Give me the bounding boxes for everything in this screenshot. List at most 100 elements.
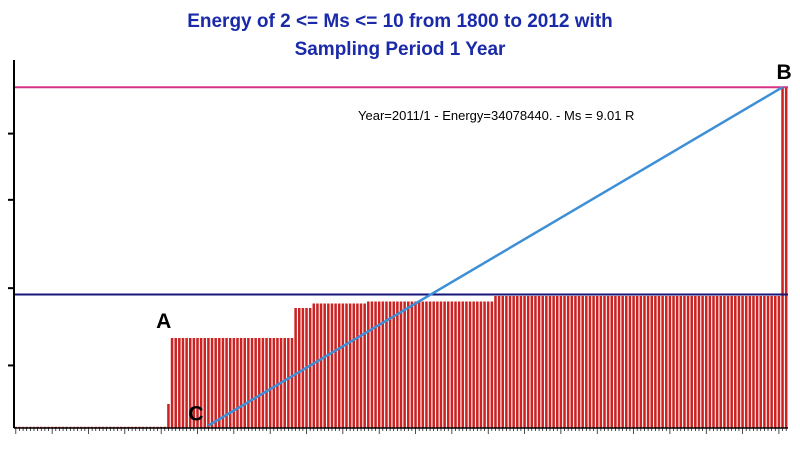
chart-title-line1: Energy of 2 <= Ms <= 10 from 1800 to 201… (187, 11, 613, 32)
bar-1915 (432, 301, 435, 428)
bar-1871 (272, 338, 276, 428)
bar-1976 (654, 296, 657, 428)
bar-1972 (639, 296, 643, 428)
labeled-points: A B C (156, 61, 792, 425)
bar-1912 (421, 301, 425, 428)
bar-1931 (490, 301, 494, 428)
bar-2001 (744, 296, 748, 428)
bar-1877 (294, 308, 297, 428)
bar-1899 (374, 301, 377, 428)
bar-1874 (283, 338, 286, 428)
bar-1964 (610, 296, 614, 428)
bar-1862 (239, 338, 243, 428)
bar-2009 (774, 296, 777, 428)
bar-2000 (741, 296, 744, 428)
bar-1851 (199, 338, 203, 428)
bar-1945 (541, 296, 544, 428)
bar-1967 (621, 296, 624, 428)
bar-1907 (403, 301, 406, 428)
bar-1845 (178, 338, 181, 428)
axes (8, 60, 788, 434)
bar-1920 (450, 301, 454, 428)
bar-1863 (243, 338, 247, 428)
bar-1951 (563, 296, 566, 428)
bar-1919 (446, 301, 450, 428)
bar-1916 (436, 301, 439, 428)
point-label-a: A (156, 310, 171, 333)
bar-1943 (534, 296, 537, 428)
bar-1854 (210, 338, 214, 428)
bar-1996 (726, 296, 730, 428)
bar-1989 (701, 296, 704, 428)
bar-1988 (697, 296, 701, 428)
bar-1986 (690, 296, 693, 428)
bar-1960 (595, 296, 599, 428)
bar-1965 (614, 296, 617, 428)
bar-1858 (225, 338, 228, 428)
reference-lines (14, 86, 788, 427)
bar-1973 (643, 296, 646, 428)
chart-annotation: Year=2011/1 - Energy=34078440. - Ms = 9.… (358, 108, 634, 123)
bar-1866 (254, 338, 257, 428)
bar-1900 (377, 301, 381, 428)
bar-1889 (337, 303, 341, 428)
bar-1950 (559, 296, 563, 428)
bar-1966 (617, 296, 621, 428)
bar-1864 (247, 338, 250, 428)
bar-1913 (425, 301, 428, 428)
bar-1918 (443, 301, 446, 428)
bar-1857 (221, 338, 225, 428)
bar-1842 (167, 404, 170, 428)
bar-1997 (730, 296, 733, 428)
chart-title-line2: Sampling Period 1 Year (295, 39, 506, 60)
bar-1872 (276, 338, 279, 428)
bar-1843 (170, 338, 174, 428)
bar-1970 (632, 296, 635, 428)
bar-1902 (385, 301, 388, 428)
bar-1922 (457, 301, 461, 428)
bar-1941 (526, 296, 530, 428)
bar-1894 (356, 303, 359, 428)
bar-1849 (192, 338, 196, 428)
bar-1979 (665, 296, 668, 428)
bar-1896 (363, 303, 366, 428)
bar-1855 (214, 338, 217, 428)
bar-1949 (555, 296, 559, 428)
bar-1982 (675, 296, 679, 428)
bar-1957 (585, 296, 588, 428)
bar-1868 (261, 338, 265, 428)
bar-1936 (508, 296, 512, 428)
bar-1903 (388, 301, 392, 428)
bar-1987 (694, 296, 697, 428)
bar-2005 (759, 296, 763, 428)
bar-1917 (439, 301, 443, 428)
bar-1983 (679, 296, 683, 428)
bar-1944 (537, 296, 541, 428)
bar-1914 (428, 301, 432, 428)
bar-1959 (592, 296, 595, 428)
bar-1909 (410, 301, 414, 428)
bar-1969 (628, 296, 632, 428)
bar-1928 (479, 301, 483, 428)
bar-1846 (181, 338, 185, 428)
bar-1897 (367, 301, 370, 428)
bar-1875 (287, 338, 290, 428)
bar-1926 (472, 301, 475, 428)
bar-1992 (712, 296, 715, 428)
bar-2011 (781, 87, 784, 428)
bar-1893 (352, 303, 356, 428)
bar-2007 (766, 296, 770, 428)
bar-1942 (530, 296, 534, 428)
bar-1968 (625, 296, 628, 428)
bar-1882 (312, 303, 316, 428)
bar-1892 (348, 303, 352, 428)
bar-1848 (188, 338, 192, 428)
bar-1861 (236, 338, 239, 428)
bar-1867 (258, 338, 261, 428)
bar-2010 (777, 296, 781, 428)
bar-1929 (483, 301, 486, 428)
bar-1933 (497, 296, 501, 428)
bar-1923 (461, 301, 465, 428)
bar-1884 (319, 303, 323, 428)
